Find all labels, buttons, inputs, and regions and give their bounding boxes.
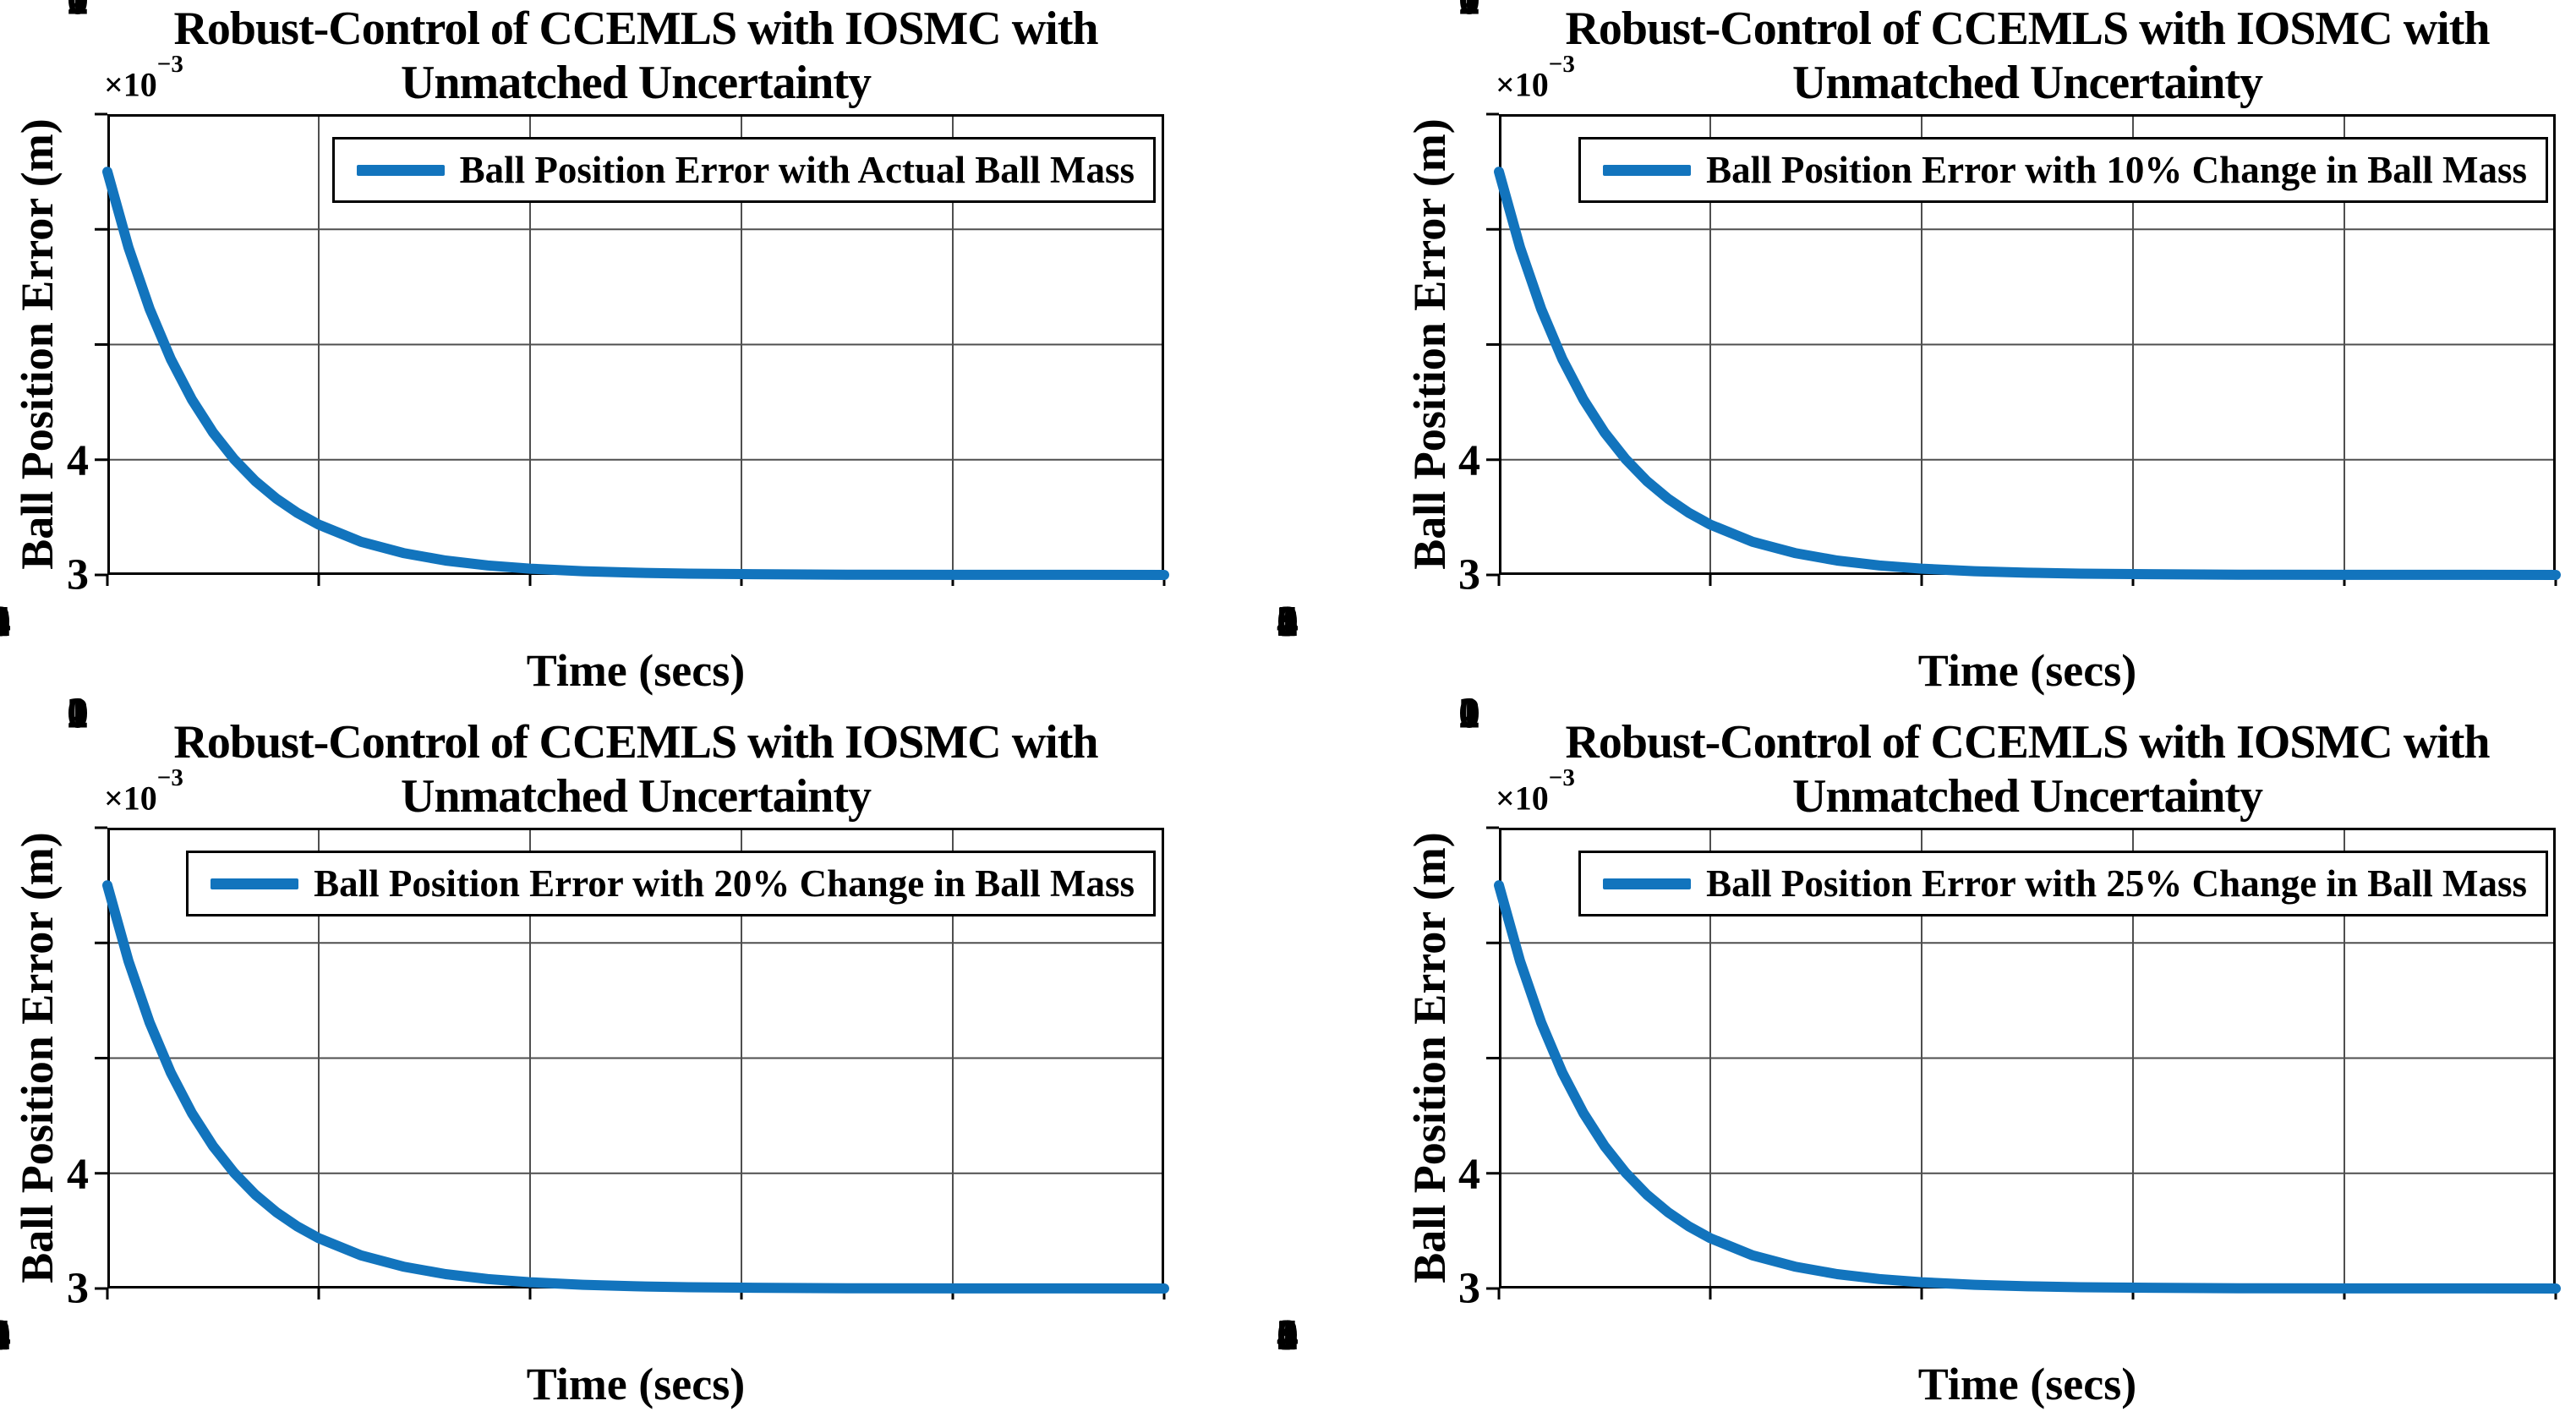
x-tick-label: 0 [0,598,11,646]
line-chart [1486,826,2561,1299]
y-tick-label: 2 [1458,689,1480,738]
legend-line-sample [211,878,299,889]
legend-label: Ball Position Error with 25% Change in B… [1706,862,2527,905]
x-tick-label: 5 [1277,598,1299,646]
y-tick-label: 0 [67,689,89,738]
x-tick-label: 2 [0,1311,11,1360]
chart-title-line2: Unmatched Uncertainty [400,57,872,109]
y-exponent-sup: −3 [1548,764,1575,791]
x-tick-label: 1 [0,598,11,646]
y-axis-exponent-label: ×10−3 [104,51,183,104]
chart-title-line2: Unmatched Uncertainty [1791,57,2263,109]
x-tick-label: 1 [0,1311,11,1360]
x-axis-label: Time (secs) [526,645,746,696]
y-tick-label: 3 [67,550,89,599]
y-tick-label: 1 [67,689,89,738]
legend-box: Ball Position Error with 20% Change in B… [186,851,1156,916]
subplot-bottom-right: Robust-Control of CCEMLS with IOSMC with… [1277,690,2576,1428]
x-tick-label: 3 [1277,1311,1299,1360]
plot-area [1486,826,2561,1299]
x-tick-label: 5 [1277,1311,1299,1360]
x-tick-label: 3 [0,598,11,646]
y-axis-label: Ball Position Error (m) [1404,118,1455,570]
line-chart [95,112,1169,586]
y-exponent-base: ×10 [104,779,157,818]
x-tick-label: 3 [1277,598,1299,646]
legend-line-sample [1603,878,1692,889]
x-tick-label: 0 [1277,598,1299,646]
y-exponent-base: ×10 [1496,779,1549,818]
x-tick-label: 4 [0,1311,11,1360]
y-tick-label: 1 [1458,689,1480,738]
y-tick-label: 0 [67,0,89,25]
y-tick-label: 1 [1458,0,1480,25]
chart-title: Robust-Control of CCEMLS with IOSMC with… [1499,715,2556,823]
legend-label: Ball Position Error with Actual Ball Mas… [459,149,1135,191]
x-tick-label: 2 [1277,598,1299,646]
y-tick-label: 3 [1458,1264,1480,1313]
chart-title: Robust-Control of CCEMLS with IOSMC with… [1499,2,2556,110]
legend-box: Ball Position Error with Actual Ball Mas… [331,137,1156,203]
chart-title-line1: Robust-Control of CCEMLS with IOSMC with [173,3,1098,55]
subplot-top-left: Robust-Control of CCEMLS with IOSMC with… [0,0,1288,714]
legend-line-sample [1603,164,1692,176]
x-axis-label: Time (secs) [1917,1359,2137,1409]
y-tick-label: 1 [67,0,89,25]
y-tick-label: 4 [1458,1150,1480,1199]
y-tick-label: 0 [1458,0,1480,25]
y-exponent-base: ×10 [1496,65,1549,104]
chart-title-line1: Robust-Control of CCEMLS with IOSMC with [173,716,1098,769]
x-axis-label: Time (secs) [1917,645,2137,696]
chart-title-line1: Robust-Control of CCEMLS with IOSMC with [1565,3,2490,55]
y-axis-exponent-label: ×10−3 [1496,51,1575,104]
chart-title-line2: Unmatched Uncertainty [400,770,872,823]
y-exponent-base: ×10 [104,65,157,104]
x-tick-label: 4 [0,598,11,646]
x-tick-label: 1 [1277,1311,1299,1360]
x-tick-label: 0 [0,1311,11,1360]
y-tick-label: 3 [1458,550,1480,599]
y-axis-label: Ball Position Error (m) [12,832,63,1283]
y-axis-label: Ball Position Error (m) [12,118,63,570]
chart-title: Robust-Control of CCEMLS with IOSMC with… [107,2,1164,110]
chart-title-line2: Unmatched Uncertainty [1791,770,2263,823]
chart-title-line1: Robust-Control of CCEMLS with IOSMC with [1565,716,2490,769]
y-tick-label: 4 [67,1150,89,1199]
legend-box: Ball Position Error with 25% Change in B… [1578,851,2548,916]
x-tick-label: 3 [0,1311,11,1360]
y-tick-label: 4 [1458,436,1480,485]
y-exponent-sup: −3 [156,51,183,78]
subplot-top-right: Robust-Control of CCEMLS with IOSMC with… [1277,0,2576,714]
x-tick-label: 1 [1277,598,1299,646]
y-exponent-sup: −3 [156,764,183,791]
y-axis-exponent-label: ×10−3 [104,764,183,818]
legend-box: Ball Position Error with 10% Change in B… [1578,137,2548,203]
legend-line-sample [356,164,445,176]
x-tick-label: 2 [1277,1311,1299,1360]
chart-title: Robust-Control of CCEMLS with IOSMC with… [107,715,1164,823]
y-tick-label: 2 [67,0,89,25]
subplot-bottom-left: Robust-Control of CCEMLS with IOSMC with… [0,690,1288,1428]
legend-label: Ball Position Error with 20% Change in B… [314,862,1135,905]
x-tick-label: 4 [1277,598,1299,646]
y-axis-label: Ball Position Error (m) [1404,832,1455,1283]
x-axis-label: Time (secs) [526,1359,746,1409]
y-tick-label: 2 [67,689,89,738]
x-tick-label: 4 [1277,1311,1299,1360]
x-tick-label: 5 [0,598,11,646]
y-axis-exponent-label: ×10−3 [1496,764,1575,818]
legend-label: Ball Position Error with 10% Change in B… [1706,149,2527,191]
y-tick-label: 3 [67,1264,89,1313]
y-tick-label: 4 [67,436,89,485]
plot-area [95,112,1169,586]
y-tick-label: 2 [1458,0,1480,25]
x-tick-label: 5 [0,1311,11,1360]
y-tick-label: 0 [1458,689,1480,738]
y-exponent-sup: −3 [1548,51,1575,78]
x-tick-label: 0 [1277,1311,1299,1360]
x-tick-label: 2 [0,598,11,646]
